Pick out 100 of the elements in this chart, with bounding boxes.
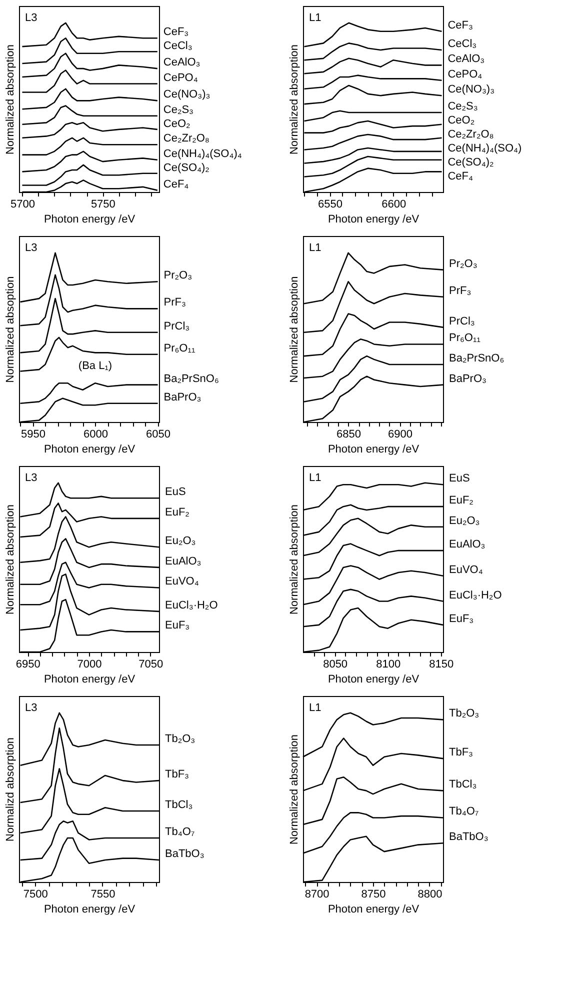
series-label: Tb₂O₃ — [449, 708, 480, 720]
series-label: BaTbO₃ — [165, 848, 204, 860]
series-label: EuCl₃·H₂O — [165, 599, 218, 612]
x-tick-label: 7050 — [138, 658, 164, 670]
y-axis-title: Normalized absorption — [4, 44, 16, 155]
x-axis-title: Photon energy /eV — [328, 674, 420, 686]
annotation: L1 — [309, 242, 322, 254]
x-tick-label: 6000 — [84, 428, 108, 440]
x-axis-title: Photon energy /eV — [44, 904, 136, 916]
series-label: PrF₃ — [164, 296, 186, 309]
x-axis-title: Photon energy /eV — [44, 444, 136, 456]
series-label: Pr₂O₃ — [164, 270, 192, 282]
x-tick-label: 5750 — [90, 198, 116, 210]
series-label: BaTbO₃ — [449, 831, 488, 844]
annotation: (Ba L₁) — [78, 360, 112, 372]
x-axis-title: Photon energy /eV — [328, 214, 420, 226]
series-label: CeCl₃ — [448, 38, 477, 50]
series-label: CeAlO₃ — [448, 53, 485, 66]
series-label: Ba₂PrSnO₆ — [449, 352, 504, 365]
series-label: Eu₂O₃ — [449, 514, 480, 527]
series-label: PrF₃ — [449, 284, 472, 297]
x-tick-label: 8750 — [361, 888, 386, 900]
series-label: EuVO₄ — [449, 564, 484, 576]
series-label: TbF₃ — [449, 746, 474, 759]
x-tick-label: 7550 — [90, 888, 116, 900]
x-tick-label: 7500 — [23, 888, 48, 900]
annotation: L3 — [25, 242, 38, 254]
x-tick-label: 7000 — [77, 658, 102, 670]
series-label: Ce₂S₃ — [448, 100, 478, 113]
annotation: L1 — [309, 472, 322, 484]
x-tick-label: 8150 — [429, 658, 454, 670]
x-tick-label: 6850 — [336, 428, 362, 440]
y-axis-title: Normalized absorption — [288, 44, 300, 155]
annotation: L3 — [25, 472, 38, 484]
series-label: BaPrO₃ — [164, 391, 202, 404]
x-tick-label: 6550 — [318, 198, 342, 210]
series-label: TbCl₃ — [165, 798, 193, 811]
series-label: Ce₂Zr₂O₈ — [163, 132, 210, 145]
series-label: CeCl₃ — [163, 40, 192, 52]
series-label: EuF₃ — [449, 612, 474, 625]
x-axis-title: Photon energy /eV — [44, 214, 136, 226]
series-label: CeO₂ — [448, 114, 475, 127]
annotation: L3 — [25, 702, 38, 714]
series-label: Ba₂PrSnO₆ — [164, 372, 219, 385]
y-axis-title: Normalized absoption — [288, 276, 300, 383]
series-label: EuCl₃·H₂O — [449, 589, 502, 602]
series-label: CeO₂ — [163, 118, 190, 130]
series-label: Tb₄O₇ — [165, 826, 195, 838]
x-tick-label: 6050 — [146, 428, 170, 440]
series-label: Ce(NH₄)₄(SO₄)₄ — [163, 148, 242, 160]
x-axis-title: Photon energy /eV — [44, 674, 136, 686]
series-label: CeF₄ — [163, 178, 190, 190]
series-label: Ce(SO₄)₂ — [163, 162, 210, 174]
x-tick-label: 8700 — [304, 888, 330, 900]
x-tick-label: 5700 — [10, 198, 35, 210]
series-label: Tb₄O₇ — [449, 806, 479, 818]
x-tick-label: 6600 — [382, 198, 406, 210]
series-label: EuAlO₃ — [165, 555, 202, 568]
y-axis-title: Normalized absorption — [288, 504, 300, 615]
y-axis-title: Normalized absorption — [288, 734, 300, 845]
series-label: Pr₂O₃ — [449, 258, 478, 270]
series-label: Ce(NO₃)₃ — [448, 84, 495, 96]
series-label: CePO₄ — [448, 68, 483, 80]
series-label: PrCl₃ — [449, 315, 475, 328]
annotation: L1 — [309, 12, 322, 24]
series-label: EuS — [165, 486, 186, 498]
series-label: CePO₄ — [163, 72, 198, 84]
series-label: Tb₂O₃ — [165, 733, 196, 746]
series-label: EuF₃ — [165, 620, 190, 632]
x-tick-label: 6950 — [16, 658, 40, 670]
series-label: Ce₂Zr₂O₈ — [448, 128, 494, 141]
series-label: Pr₆O₁₁ — [449, 332, 481, 344]
series-label: Ce₂S₃ — [163, 104, 194, 116]
x-axis-title: Photon energy /eV — [328, 904, 420, 916]
series-label: Pr₆O₁₁ — [164, 342, 196, 354]
series-label: EuF₂ — [165, 506, 190, 518]
series-label: PrCl₃ — [164, 320, 190, 332]
y-axis-title: Normalized absoption — [4, 276, 16, 383]
series-label: EuVO₄ — [165, 576, 200, 588]
series-label: CeF₃ — [448, 19, 473, 32]
series-label: CeAlO₃ — [163, 56, 200, 69]
series-label: EuAlO₃ — [449, 538, 486, 551]
annotation: L3 — [25, 12, 38, 24]
annotation: L1 — [309, 702, 322, 714]
x-tick-label: 8050 — [323, 658, 348, 670]
series-label: Ce(NO₃)₃ — [163, 88, 210, 101]
series-label: Ce(SO₄)₂ — [448, 156, 494, 169]
series-label: CeF₃ — [163, 26, 189, 38]
x-tick-label: 5950 — [21, 428, 46, 440]
x-tick-label: 8800 — [418, 888, 442, 900]
series-label: CeF₄ — [448, 170, 474, 183]
x-axis-title: Photon energy /eV — [328, 444, 420, 456]
series-label: Eu₂O₃ — [165, 535, 196, 548]
series-label: EuF₂ — [449, 494, 474, 507]
x-tick-label: 6900 — [388, 428, 413, 440]
y-axis-title: Normalizd absorption — [4, 738, 16, 842]
series-label: Ce(NH₄)₄(SO₄) — [448, 142, 522, 155]
series-label: TbF₃ — [165, 768, 190, 781]
series-label: TbCl₃ — [449, 778, 477, 791]
y-axis-title: Normalized absorption — [4, 504, 16, 615]
